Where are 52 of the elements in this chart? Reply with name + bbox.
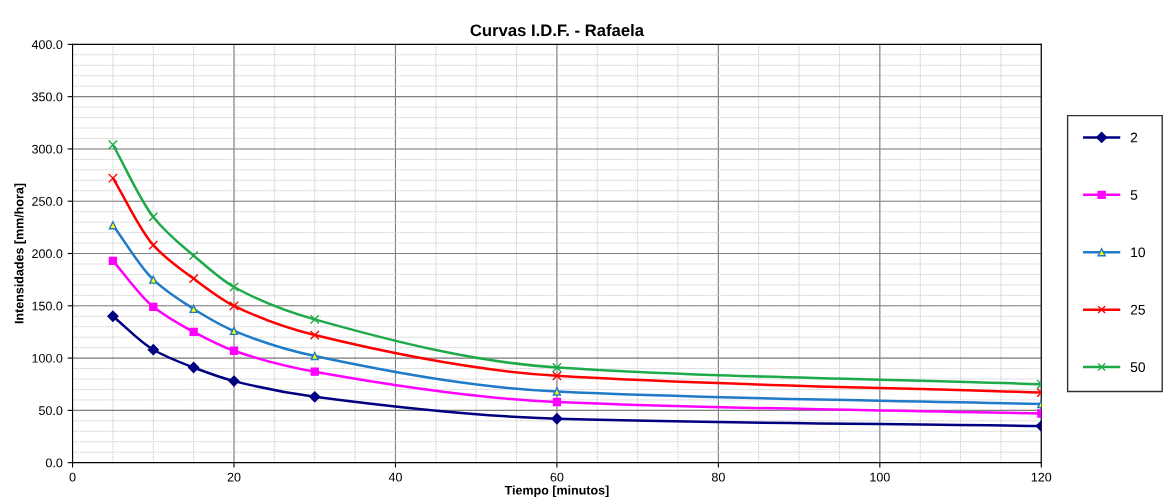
- point: [552, 387, 562, 396]
- legend-label: 5: [1130, 190, 1138, 200]
- point: [188, 361, 200, 374]
- y-tick-label: 50.0: [38, 406, 63, 416]
- point: [189, 304, 198, 314]
- x-tick-label: 20: [227, 472, 241, 482]
- x-axis-title: Tiempo [minutos]: [504, 485, 609, 498]
- point: [229, 300, 239, 311]
- point: [309, 391, 321, 403]
- x-tick-label: 0: [69, 472, 76, 482]
- point: [552, 371, 562, 381]
- x-tick-label: 80: [711, 472, 725, 482]
- point: [149, 302, 158, 312]
- point: [189, 327, 198, 337]
- y-tick-label: 400.0: [31, 40, 63, 49]
- y-tick-label: 200.0: [32, 249, 63, 259]
- point: [310, 367, 319, 376]
- y-tick-label: 250.0: [32, 197, 63, 206]
- y-tick-label: 150.0: [32, 301, 63, 311]
- point: [552, 362, 562, 373]
- point: [148, 240, 159, 251]
- point: [229, 346, 239, 355]
- y-axis-title: Intensidades [mm/hora]: [14, 183, 26, 324]
- point: [551, 413, 563, 425]
- point: [147, 344, 159, 356]
- point: [229, 282, 239, 292]
- y-tick-label: 100.0: [32, 353, 63, 363]
- point: [309, 330, 320, 340]
- point: [310, 351, 319, 361]
- point: [108, 139, 118, 150]
- point: [229, 326, 239, 336]
- point: [108, 256, 118, 265]
- y-tick-label: 300.0: [32, 144, 63, 154]
- point: [148, 212, 159, 222]
- y-tick-label: 0.0: [45, 458, 63, 468]
- point: [552, 397, 562, 407]
- chart-title: Curvas I.D.F. - Rafaela: [470, 23, 645, 37]
- x-tick-label: 120: [1031, 472, 1052, 482]
- legend-label: 10: [1131, 247, 1146, 258]
- point: [149, 275, 158, 284]
- x-tick-label: 60: [550, 472, 564, 482]
- point: [309, 314, 320, 325]
- point: [108, 221, 118, 230]
- legend-label: 50: [1130, 362, 1146, 373]
- point: [188, 273, 199, 284]
- legend-label: 2: [1130, 132, 1138, 143]
- legend-label: 25: [1130, 304, 1145, 315]
- point: [108, 173, 118, 184]
- x-tick-label: 40: [388, 472, 402, 482]
- y-tick-label: 350.0: [32, 92, 63, 102]
- x-tick-label: 100: [870, 472, 890, 482]
- point: [107, 310, 119, 322]
